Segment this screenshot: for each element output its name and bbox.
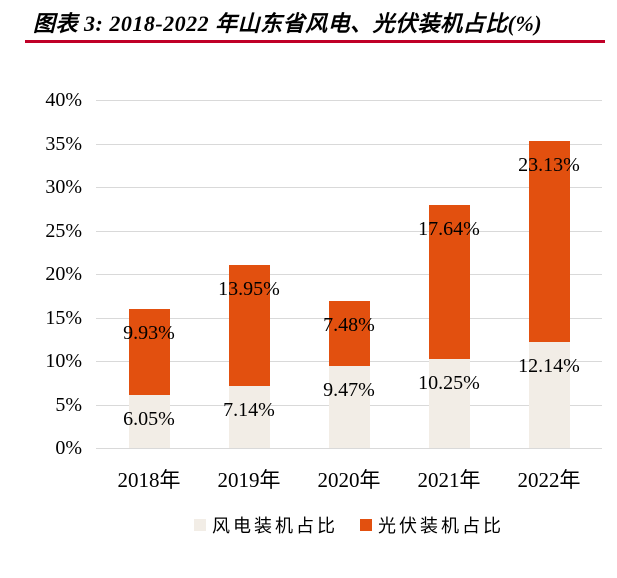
bar-segment-wind — [328, 365, 370, 448]
y-axis-label: 40% — [45, 89, 82, 111]
y-axis-label: 30% — [45, 176, 82, 198]
y-axis-label: 0% — [55, 437, 82, 459]
bar-segment-solar — [228, 264, 270, 386]
y-axis-label: 35% — [45, 133, 82, 155]
value-label-wind: 7.14% — [223, 399, 275, 421]
value-label-wind: 10.25% — [418, 372, 480, 394]
legend-item: 光伏装机占比 — [360, 512, 504, 538]
x-axis-label: 2019年 — [217, 468, 281, 492]
gridline — [96, 187, 602, 188]
x-axis-label: 2021年 — [417, 468, 481, 492]
figure-title: 图表 3: 2018-2022 年山东省风电、光伏装机占比(%) — [33, 11, 543, 36]
bar-segment-solar — [528, 141, 570, 343]
value-label-solar: 9.93% — [123, 322, 175, 344]
value-label-wind: 6.05% — [123, 408, 175, 430]
value-label-solar: 23.13% — [518, 154, 580, 176]
y-axis-label: 10% — [45, 350, 82, 372]
gridline — [96, 100, 602, 101]
bar-segment-wind — [528, 342, 570, 448]
gridline — [96, 274, 602, 275]
bar-segment-wind — [428, 358, 470, 448]
legend-label: 光伏装机占比 — [378, 516, 504, 536]
value-label-solar: 7.48% — [323, 314, 375, 336]
gridline — [96, 231, 602, 232]
y-axis-label: 20% — [45, 263, 82, 285]
bar-segment-solar — [428, 205, 470, 359]
value-label-solar: 13.95% — [218, 278, 280, 300]
chart-legend: 风电装机占比 光伏装机占比 — [96, 512, 602, 538]
value-label-wind: 12.14% — [518, 355, 580, 377]
gridline — [96, 448, 602, 449]
legend-swatch-icon — [194, 519, 206, 531]
bar-segment-solar — [328, 300, 370, 366]
legend-swatch-icon — [360, 519, 372, 531]
title-underline-rule — [25, 40, 605, 43]
bar-segment-wind — [128, 395, 170, 448]
legend-label: 风电装机占比 — [212, 516, 338, 536]
legend-item: 风电装机占比 — [194, 512, 338, 538]
bar-segment-solar — [128, 308, 170, 396]
y-axis-label: 25% — [45, 220, 82, 242]
y-axis-label: 15% — [45, 307, 82, 329]
y-axis-label: 5% — [55, 394, 82, 416]
x-axis-label: 2022年 — [517, 468, 581, 492]
gridline — [96, 144, 602, 145]
value-label-solar: 17.64% — [418, 218, 480, 240]
bar-segment-wind — [228, 385, 270, 448]
x-axis-label: 2018年 — [117, 468, 181, 492]
value-label-wind: 9.47% — [323, 379, 375, 401]
x-axis-label: 2020年 — [317, 468, 381, 492]
